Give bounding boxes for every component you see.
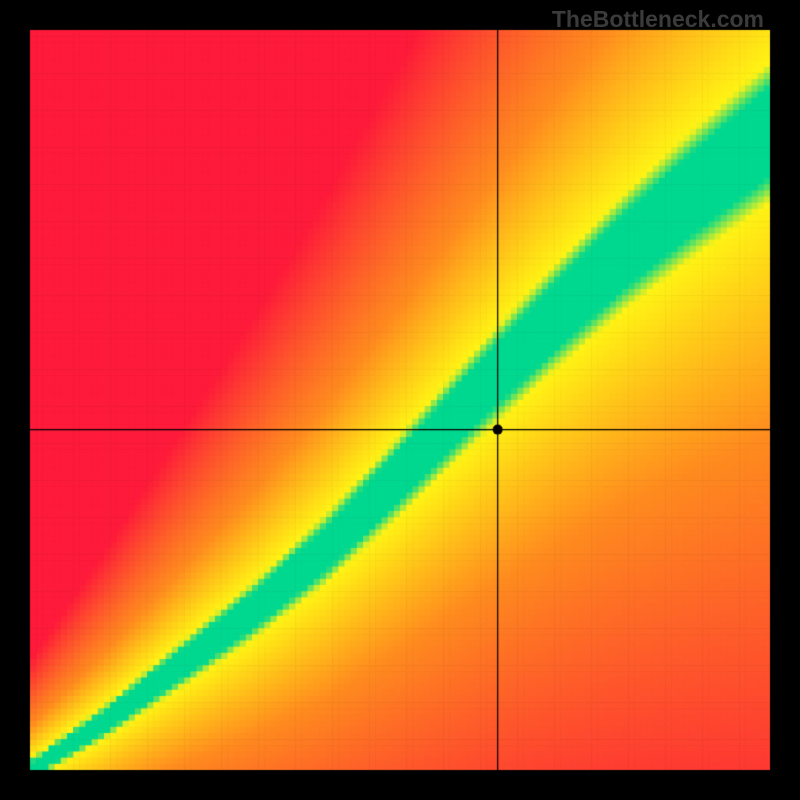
chart-container: TheBottleneck.com (0, 0, 800, 800)
watermark-text: TheBottleneck.com (552, 6, 764, 33)
heatmap-canvas (0, 0, 800, 800)
